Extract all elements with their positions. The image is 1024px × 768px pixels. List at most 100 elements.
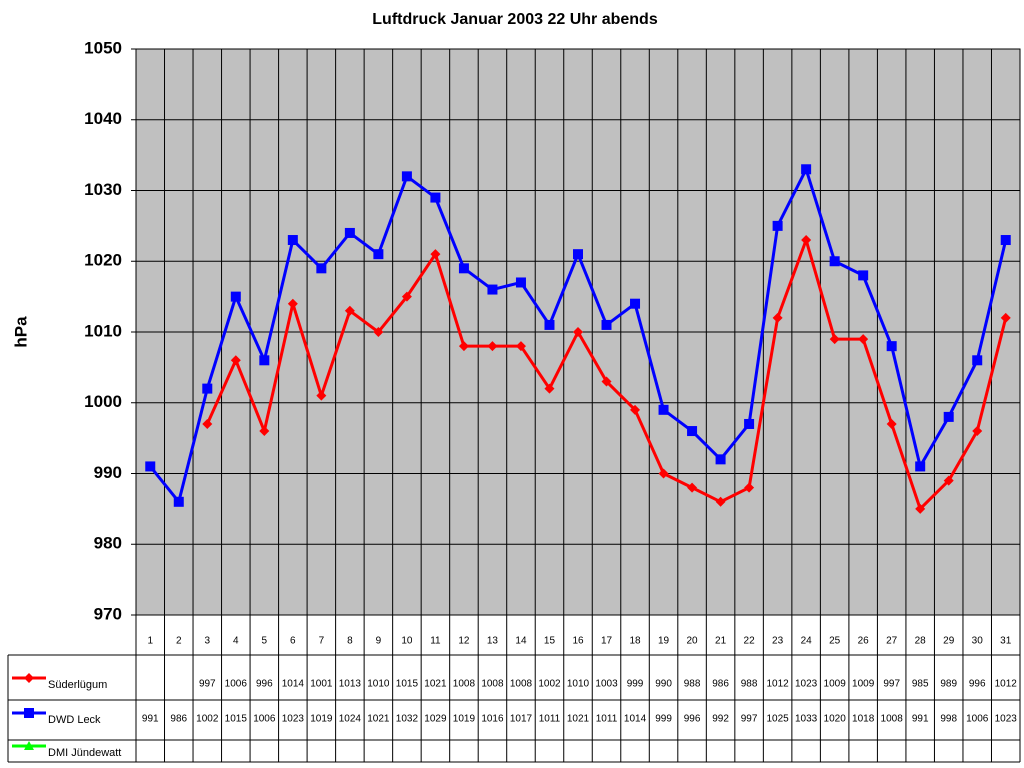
table-value: 1008 xyxy=(510,679,533,690)
data-point xyxy=(230,291,241,302)
table-value: 986 xyxy=(170,714,187,725)
x-tick-label: 4 xyxy=(233,636,239,647)
data-point xyxy=(287,235,298,246)
data-point xyxy=(515,277,526,288)
data-point xyxy=(886,341,897,352)
data-point xyxy=(744,418,755,429)
table-value: 1015 xyxy=(396,679,419,690)
table-value: 1020 xyxy=(824,714,847,725)
table-value: 1012 xyxy=(995,679,1018,690)
table-value: 1025 xyxy=(766,714,789,725)
y-tick-label: 1020 xyxy=(84,251,122,270)
data-point xyxy=(687,426,698,437)
x-tick-label: 30 xyxy=(972,636,984,647)
table-value: 988 xyxy=(741,679,758,690)
data-point xyxy=(715,454,726,465)
table-value: 1013 xyxy=(339,679,362,690)
x-tick-label: 18 xyxy=(629,636,641,647)
table-value: 1006 xyxy=(966,714,989,725)
table-value: 996 xyxy=(256,679,273,690)
table-value: 1010 xyxy=(367,679,390,690)
x-tick-label: 10 xyxy=(401,636,413,647)
data-point xyxy=(487,341,498,352)
data-point xyxy=(630,298,641,309)
x-tick-label: 5 xyxy=(262,636,268,647)
table-value: 1008 xyxy=(481,679,504,690)
chart-title: Luftdruck Januar 2003 22 Uhr abends xyxy=(372,11,658,28)
x-tick-label: 11 xyxy=(430,636,441,647)
data-point xyxy=(515,341,526,352)
table-value: 986 xyxy=(712,679,729,690)
data-point xyxy=(344,305,355,316)
y-tick-label: 1010 xyxy=(84,321,122,340)
data-point xyxy=(943,475,954,486)
data-point xyxy=(458,263,469,274)
data-point xyxy=(687,482,698,493)
data-point xyxy=(230,355,241,366)
data-point xyxy=(401,171,412,182)
x-tick-label: 8 xyxy=(347,636,353,647)
data-point xyxy=(259,426,270,437)
x-tick-label: 21 xyxy=(715,636,727,647)
legend-label: DMI Jündewatt xyxy=(48,747,121,759)
legend-label: DWD Leck xyxy=(48,714,101,726)
table-value: 1021 xyxy=(567,714,590,725)
table-value: 1009 xyxy=(824,679,847,690)
y-tick-label: 1030 xyxy=(84,180,122,199)
data-point xyxy=(430,249,441,260)
x-tick-label: 1 xyxy=(147,636,153,647)
data-point xyxy=(458,341,469,352)
table-value: 1001 xyxy=(310,679,333,690)
data-point xyxy=(915,461,926,472)
data-point xyxy=(487,284,498,295)
table-value: 1011 xyxy=(596,714,618,725)
data-point xyxy=(202,418,213,429)
table-value: 988 xyxy=(684,679,701,690)
table-value: 1012 xyxy=(766,679,789,690)
table-value: 985 xyxy=(912,679,929,690)
data-point xyxy=(573,249,583,260)
x-tick-label: 22 xyxy=(744,636,756,647)
x-tick-label: 13 xyxy=(487,636,499,647)
table-value: 990 xyxy=(655,679,672,690)
table-value: 1010 xyxy=(567,679,590,690)
x-tick-label: 24 xyxy=(801,636,813,647)
legend-marker xyxy=(24,741,34,750)
data-point xyxy=(886,418,897,429)
x-tick-label: 7 xyxy=(319,636,325,647)
x-tick-label: 28 xyxy=(915,636,927,647)
data-point xyxy=(943,411,954,422)
data-point xyxy=(630,404,641,415)
x-tick-label: 2 xyxy=(176,636,182,647)
table-value: 1003 xyxy=(595,679,618,690)
data-point xyxy=(972,355,983,366)
table-value: 997 xyxy=(741,714,758,725)
y-axis-label: hPa xyxy=(11,316,30,348)
x-tick-label: 23 xyxy=(772,636,784,647)
table-value: 997 xyxy=(199,679,216,690)
data-point xyxy=(544,383,555,394)
data-point xyxy=(1000,312,1011,323)
x-tick-label: 12 xyxy=(458,636,470,647)
table-value: 1008 xyxy=(453,679,476,690)
table-value: 996 xyxy=(684,714,701,725)
legend-marker xyxy=(24,673,34,683)
table-value: 1033 xyxy=(795,714,818,725)
table-value: 1023 xyxy=(995,714,1018,725)
table-value: 997 xyxy=(883,679,900,690)
data-point xyxy=(316,390,327,401)
data-point xyxy=(544,319,555,330)
x-tick-label: 17 xyxy=(601,636,613,647)
x-tick-label: 9 xyxy=(376,636,382,647)
data-point xyxy=(772,220,783,231)
table-value: 1024 xyxy=(339,714,362,725)
table-value: 1016 xyxy=(481,714,504,725)
table-value: 1021 xyxy=(367,714,390,725)
data-point xyxy=(259,355,270,366)
y-tick-label: 970 xyxy=(94,604,122,623)
y-tick-label: 980 xyxy=(94,534,122,553)
table-value: 1011 xyxy=(539,714,561,725)
table-value: 991 xyxy=(912,714,929,725)
x-tick-label: 31 xyxy=(1000,636,1012,647)
data-point xyxy=(373,249,384,260)
